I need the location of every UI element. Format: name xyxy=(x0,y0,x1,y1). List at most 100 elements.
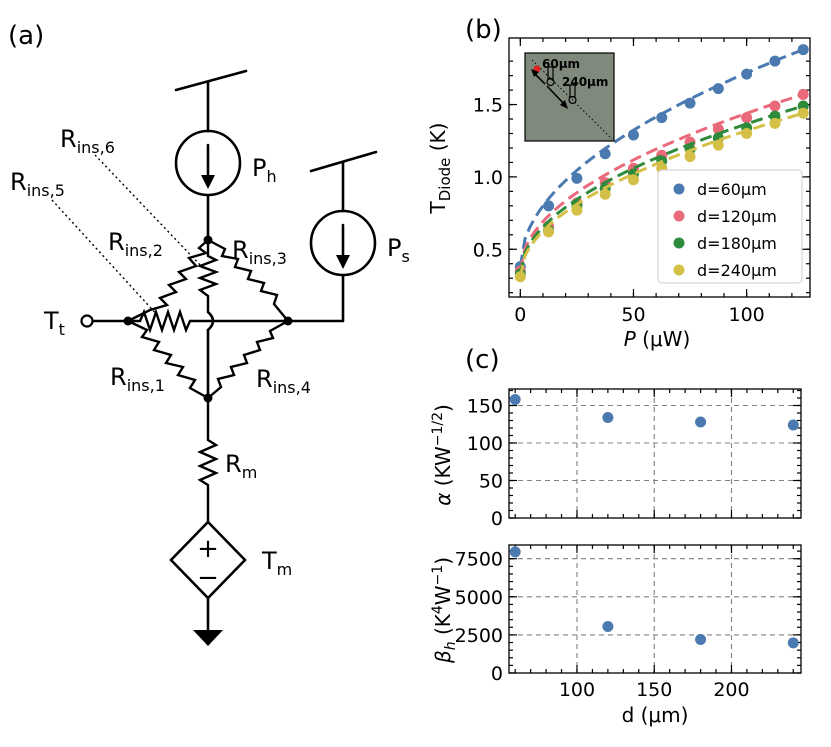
wire-s-bottom xyxy=(286,273,345,323)
data-point xyxy=(741,127,753,139)
inset-label: 60μm xyxy=(542,57,580,71)
circuit-label: Rm xyxy=(225,450,257,482)
circuit-label: Ps xyxy=(387,234,410,266)
y-tick-label: 150 xyxy=(467,396,503,418)
circuit-label: Rins,2 xyxy=(108,228,163,260)
legend: d=60μm d=120μm d=180μm d=240μm xyxy=(657,169,803,284)
circuit-diagram: (a) + xyxy=(8,21,378,646)
y-tick-label: 1.0 xyxy=(473,167,503,189)
data-point xyxy=(712,83,724,95)
y-tick-label: 0.5 xyxy=(473,239,503,261)
data-point xyxy=(797,88,809,100)
y-tick-label: 50 xyxy=(479,471,503,493)
x-tick-label: 100 xyxy=(559,679,595,701)
plus-sign: + xyxy=(197,534,219,564)
terminal-t xyxy=(80,314,94,328)
y-tick-label: 0 xyxy=(491,663,503,685)
inset-label: 240μm xyxy=(562,75,608,89)
data-point xyxy=(769,117,781,129)
legend-marker xyxy=(673,210,685,222)
resistor-ins-1 xyxy=(127,319,209,400)
data-point xyxy=(769,55,781,67)
probe-icon xyxy=(546,77,555,87)
data-point xyxy=(684,97,696,109)
data-point xyxy=(741,112,753,124)
y-axis-label: βh (K4W−1) xyxy=(430,557,459,664)
data-point xyxy=(571,172,583,184)
circuit-label: Rins,5 xyxy=(10,168,65,200)
fit-line xyxy=(518,104,804,275)
terminal-bar-h xyxy=(174,69,248,92)
x-tick-label: 200 xyxy=(713,679,749,701)
legend-marker xyxy=(673,183,685,195)
circuit-label: Rins,3 xyxy=(232,236,287,268)
circuit-label: Rins,6 xyxy=(60,125,115,157)
data-point xyxy=(787,637,799,649)
data-point xyxy=(787,419,799,431)
fit-line xyxy=(518,111,804,278)
circuit-label: Rins,1 xyxy=(110,363,165,395)
data-point xyxy=(602,412,614,423)
resistor-m xyxy=(197,398,219,522)
data-point xyxy=(627,174,639,186)
legend-label: d=60μm xyxy=(697,180,767,199)
plot-frame xyxy=(508,544,802,674)
chart-c-alpha: 0 50 100 150 α (KW−1/2) xyxy=(430,388,802,530)
panel-label-c: (c) xyxy=(465,345,500,375)
resistor-ins-3 xyxy=(207,238,289,322)
data-point xyxy=(599,148,611,160)
data-point xyxy=(797,44,809,56)
circuit-label: Ph xyxy=(252,154,277,186)
data-point xyxy=(509,394,521,405)
ground-icon xyxy=(193,630,223,646)
leader-ins-5 xyxy=(51,199,161,319)
legend-marker xyxy=(673,264,685,276)
plot-frame xyxy=(508,37,811,298)
resistor-ins-2 xyxy=(127,239,209,323)
data-point xyxy=(543,226,555,238)
x-tick-label: 150 xyxy=(636,679,672,701)
legend-label: d=180μm xyxy=(697,234,777,253)
data-point xyxy=(695,633,707,645)
leader-ins-6 xyxy=(94,154,204,269)
data-point xyxy=(599,188,611,200)
x-axis-label: P (μW) xyxy=(624,327,691,351)
data-point xyxy=(741,68,753,80)
panel-label-b: (b) xyxy=(465,15,502,45)
data-point xyxy=(684,151,696,163)
legend-label: d=120μm xyxy=(697,207,777,226)
resistor-ins-4 xyxy=(207,319,289,399)
inset-diagonal xyxy=(531,59,613,140)
y-axis-label: α (KW−1/2) xyxy=(430,404,455,506)
data-point xyxy=(543,200,555,212)
node-left xyxy=(123,316,133,326)
arrow-down-icon xyxy=(201,175,215,189)
y-tick-label: 2500 xyxy=(455,625,503,647)
minus-sign: − xyxy=(197,563,219,593)
x-tick-label: 50 xyxy=(621,304,645,326)
probe-icon xyxy=(568,95,577,105)
node-top xyxy=(203,235,213,245)
data-point xyxy=(514,271,526,283)
data-point xyxy=(797,107,809,119)
y-tick-label: 100 xyxy=(467,433,503,455)
legend-marker xyxy=(673,237,685,249)
data-point xyxy=(571,204,583,216)
x-axis-label: d (μm) xyxy=(622,703,689,727)
y-axis-label: TDiode (K) xyxy=(426,123,454,215)
node-right xyxy=(283,316,293,326)
x-tick-label: 0 xyxy=(514,304,526,326)
inset-image: 60μm 240μm xyxy=(524,52,615,142)
data-point xyxy=(509,546,521,558)
y-tick-label: 5000 xyxy=(455,587,503,609)
data-point xyxy=(712,139,724,151)
chart-b: 0 50 100 0.5 1.0 1.5 60μm 240μm d=60μm d=120μm d=1… xyxy=(426,37,811,351)
arrow-head-icon xyxy=(531,69,539,77)
data-point xyxy=(602,621,614,633)
data-point xyxy=(627,129,639,141)
data-point xyxy=(695,416,707,428)
data-point xyxy=(656,112,668,124)
resistor-ins-5 xyxy=(128,308,288,334)
